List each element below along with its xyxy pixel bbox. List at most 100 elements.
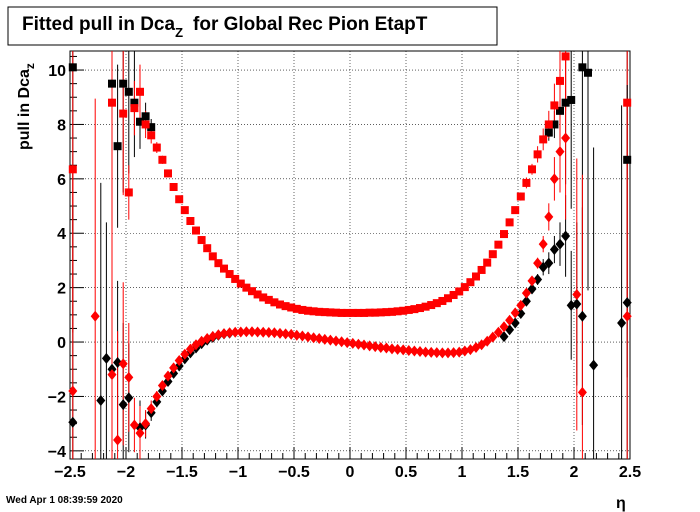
- diamond-marker: [303, 331, 313, 343]
- diamond-marker: [101, 352, 111, 364]
- square-marker: [108, 79, 116, 88]
- square-marker: [505, 218, 514, 227]
- x-tick-label: 2: [570, 464, 579, 481]
- diamond-marker: [180, 348, 190, 360]
- diamond-marker: [90, 310, 100, 322]
- diamond-marker: [309, 332, 319, 344]
- diamond-marker: [415, 346, 425, 358]
- diamond-marker: [141, 418, 151, 430]
- diamond-marker: [449, 347, 459, 359]
- diamond-marker: [258, 326, 268, 338]
- diamond-marker: [107, 369, 117, 381]
- square-marker: [556, 76, 564, 85]
- square-marker: [584, 68, 592, 77]
- square-marker: [119, 109, 128, 118]
- square-marker: [113, 142, 122, 151]
- diamond-marker: [370, 341, 380, 353]
- x-tick-label: −1: [229, 464, 247, 481]
- square-marker: [371, 308, 380, 317]
- diamond-marker: [135, 427, 145, 439]
- data-points: [68, 52, 632, 446]
- diamond-marker: [533, 257, 543, 269]
- diamond-marker: [118, 399, 128, 411]
- diamond-marker: [617, 317, 627, 329]
- diamond-marker: [320, 333, 330, 345]
- square-marker: [136, 87, 144, 96]
- diamond-marker: [236, 326, 246, 338]
- diamond-marker: [96, 395, 106, 407]
- square-marker: [320, 308, 329, 317]
- square-marker: [147, 123, 156, 132]
- diamond-marker: [437, 347, 447, 359]
- diamond-marker: [297, 330, 307, 342]
- x-tick-label: −0.5: [278, 464, 310, 481]
- diamond-marker: [549, 173, 559, 185]
- square-marker: [130, 104, 139, 113]
- y-axis-title: pull in Dcaz: [16, 63, 37, 150]
- diamond-marker: [247, 326, 257, 338]
- diamond-marker: [241, 326, 251, 338]
- axis-ticks: [69, 55, 631, 459]
- diamond-marker: [365, 340, 375, 352]
- diamond-marker: [292, 329, 302, 341]
- diamond-marker: [499, 331, 509, 343]
- diamond-marker: [555, 238, 565, 250]
- diamond-marker: [510, 307, 520, 319]
- diamond-marker: [219, 328, 229, 340]
- square-marker: [68, 63, 77, 72]
- diamond-marker: [577, 386, 587, 398]
- square-marker: [365, 308, 374, 317]
- square-marker: [208, 252, 217, 261]
- x-tick-label: −2: [117, 464, 135, 481]
- y-tick-label: 0: [57, 335, 66, 352]
- diamond-marker: [421, 346, 431, 358]
- square-marker: [259, 293, 268, 302]
- diamond-marker: [544, 211, 554, 223]
- square-marker: [455, 287, 464, 296]
- diamond-marker: [157, 380, 167, 392]
- square-marker: [410, 305, 419, 314]
- square-marker: [337, 308, 346, 317]
- square-marker: [432, 299, 441, 308]
- square-marker: [416, 304, 424, 313]
- square-marker: [494, 240, 503, 249]
- x-tick-label: 1.5: [507, 464, 529, 481]
- diamond-marker: [269, 327, 279, 339]
- y-tick-label: 2: [57, 281, 66, 298]
- square-marker: [623, 155, 632, 164]
- square-marker: [399, 306, 408, 315]
- square-marker: [276, 300, 284, 309]
- diamond-marker: [549, 244, 559, 256]
- y-tick-label: −4: [48, 444, 66, 461]
- square-marker: [544, 128, 553, 137]
- diamond-marker: [488, 331, 498, 343]
- diamond-marker: [68, 385, 78, 397]
- square-marker: [287, 303, 296, 312]
- square-marker: [376, 308, 385, 317]
- square-marker: [281, 302, 290, 311]
- diamond-marker: [169, 362, 179, 374]
- square-marker: [578, 63, 587, 72]
- x-tick-label: 1: [458, 464, 467, 481]
- square-marker: [152, 143, 161, 152]
- square-marker: [360, 308, 368, 317]
- diamond-marker: [174, 355, 184, 367]
- timestamp: Wed Apr 1 08:39:59 2020: [6, 495, 123, 506]
- square-marker: [556, 106, 564, 115]
- square-marker: [147, 131, 156, 140]
- y-tick-label: −2: [48, 389, 66, 406]
- diamond-marker: [454, 346, 464, 358]
- square-marker: [528, 165, 536, 174]
- diamond-marker: [432, 347, 442, 359]
- x-tick-label: 2.5: [619, 464, 641, 481]
- diamond-marker: [572, 288, 582, 300]
- diamond-marker: [622, 310, 632, 322]
- square-marker: [304, 306, 312, 315]
- grid: [69, 51, 631, 459]
- diamond-marker: [337, 336, 347, 348]
- diamond-marker: [124, 371, 134, 383]
- diamond-marker: [527, 275, 537, 287]
- square-marker: [343, 308, 352, 317]
- square-marker: [561, 52, 570, 61]
- diamond-marker: [129, 419, 139, 431]
